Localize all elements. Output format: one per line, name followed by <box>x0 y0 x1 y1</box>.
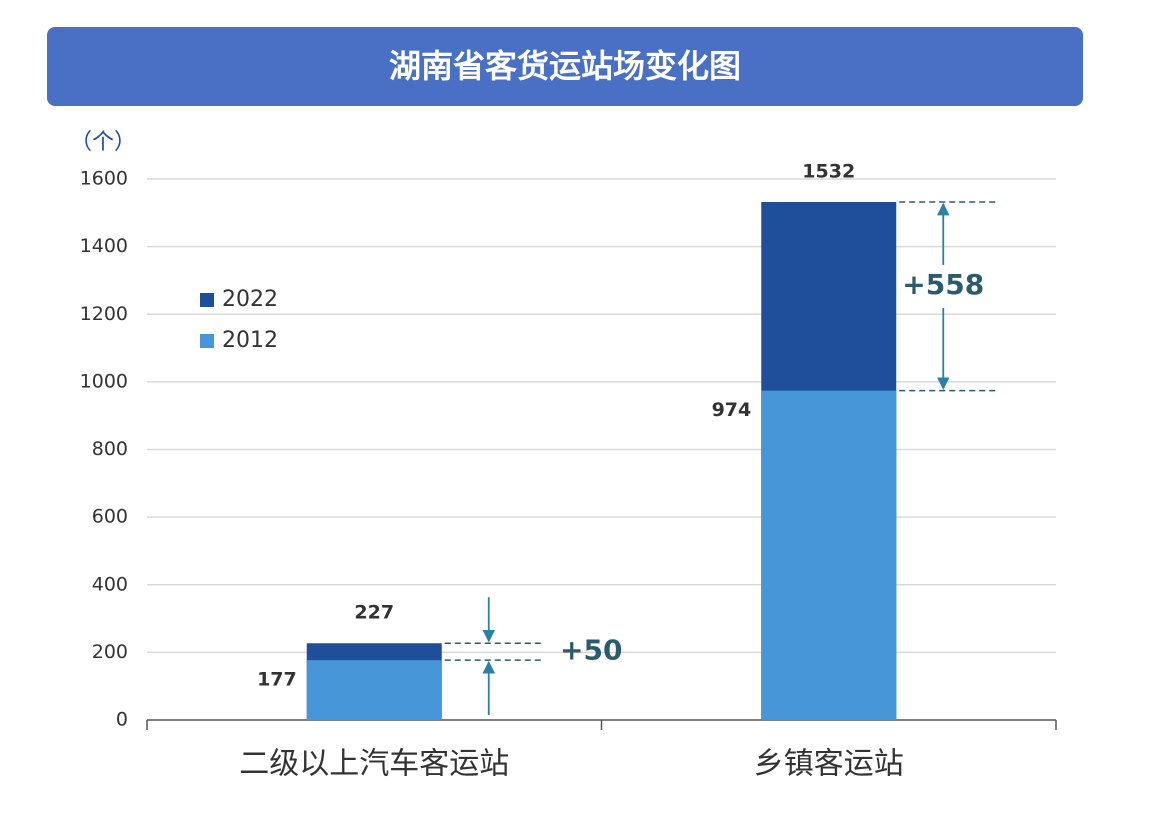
legend-swatch <box>200 334 214 348</box>
value-label: 1532 <box>802 160 855 182</box>
x-tick-label: 乡镇客运站 <box>754 747 904 782</box>
legend-swatch <box>200 293 214 307</box>
value-label: 227 <box>354 602 394 624</box>
y-tick-label: 600 <box>92 506 128 528</box>
y-tick-label: 0 <box>116 709 128 731</box>
y-tick-label: 1200 <box>80 303 128 325</box>
bar <box>761 390 897 720</box>
legend-label: 2022 <box>222 287 278 312</box>
value-label: 177 <box>257 669 297 691</box>
bar <box>306 660 442 720</box>
unit-label: （个） <box>70 130 136 155</box>
y-tick-label: 400 <box>92 573 128 595</box>
y-tick-label: 200 <box>92 641 128 663</box>
y-tick-label: 1400 <box>80 235 128 257</box>
annotation: +50 <box>560 634 622 667</box>
value-label: 974 <box>712 399 752 421</box>
annotation: +558 <box>902 268 984 301</box>
y-tick-label: 1000 <box>80 370 128 392</box>
y-tick-label: 1600 <box>80 168 128 190</box>
legend-label: 2012 <box>222 328 278 353</box>
chart-title: 湖南省客货运站场变化图 <box>389 47 741 85</box>
x-tick-label: 二级以上汽车客运站 <box>239 747 509 782</box>
y-tick-label: 800 <box>92 438 128 460</box>
title-banner <box>47 27 1083 106</box>
